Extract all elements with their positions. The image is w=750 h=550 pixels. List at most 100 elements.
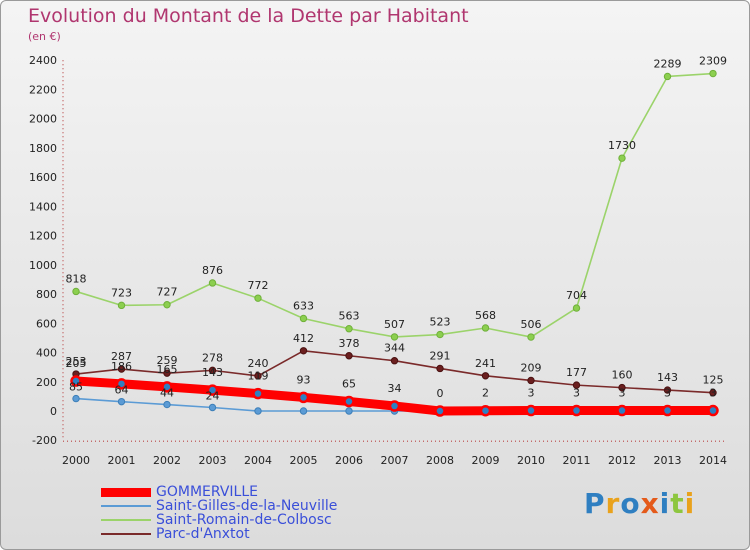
data-point-saint-romain-de-colbosc <box>254 294 262 302</box>
data-point-saint-romain-de-colbosc <box>527 333 535 341</box>
y-tick-label: 2400 <box>29 54 57 67</box>
data-label-gommerville: 119 <box>248 370 269 383</box>
data-point-saint-gilles-de-la-neuville <box>72 394 80 403</box>
y-tick-label: 1800 <box>29 142 57 155</box>
data-label-parc-d-anxtot: 209 <box>521 361 542 374</box>
data-point-gommerville <box>161 381 173 393</box>
y-tick-label: 1600 <box>29 171 57 184</box>
data-label-gommerville: 205 <box>66 357 87 370</box>
logo-letter: r <box>605 487 621 520</box>
data-point-gommerville <box>525 404 537 417</box>
x-tick-label: 2006 <box>335 454 363 467</box>
data-point-parc-d-anxtot <box>208 366 217 375</box>
data-label-parc-d-anxtot: 241 <box>475 357 496 370</box>
legend: GOMMERVILLE Saint-Gilles-de-la-Neuville … <box>101 485 337 541</box>
data-point-saint-romain-de-colbosc <box>208 279 217 287</box>
data-label-saint-gilles-de-la-neuville: 85 <box>69 381 83 394</box>
data-point-gommerville <box>252 387 264 400</box>
x-tick-label: 2013 <box>654 454 682 467</box>
data-label-saint-romain-de-colbosc: 704 <box>566 289 587 302</box>
x-tick-label: 2001 <box>108 454 136 467</box>
legend-item-saint-gilles: Saint-Gilles-de-la-Neuville <box>101 499 337 513</box>
y-tick-label: 0 <box>50 405 57 418</box>
data-point-saint-romain-de-colbosc <box>299 314 308 323</box>
proxiti-logo: Proxiti <box>584 487 695 520</box>
data-point-saint-romain-de-colbosc <box>72 287 80 296</box>
data-label-saint-romain-de-colbosc: 818 <box>66 272 87 285</box>
y-tick-label: 200 <box>36 376 57 389</box>
legend-label-saint-romain: Saint-Romain-de-Colbosc <box>156 512 332 528</box>
data-point-gommerville <box>616 404 628 417</box>
data-point-saint-romain-de-colbosc <box>117 301 126 310</box>
legend-swatch-saint-gilles <box>101 505 151 507</box>
data-label-gommerville: 93 <box>297 373 311 386</box>
data-label-parc-d-anxtot: 291 <box>430 349 451 362</box>
data-label-saint-romain-de-colbosc: 723 <box>111 286 132 299</box>
data-label-parc-d-anxtot: 287 <box>111 350 132 363</box>
data-point-saint-romain-de-colbosc <box>436 330 444 339</box>
data-label-saint-romain-de-colbosc: 1730 <box>608 139 636 152</box>
x-tick-label: 2014 <box>699 454 727 467</box>
y-tick-label: 400 <box>36 347 57 360</box>
data-label-gommerville: 143 <box>202 366 223 379</box>
data-label-parc-d-anxtot: 412 <box>293 332 314 345</box>
y-tick-label: -200 <box>32 434 57 447</box>
chart-subtitle: (en €) <box>28 30 61 43</box>
data-label-parc-d-anxtot: 259 <box>157 354 178 367</box>
data-point-parc-d-anxtot <box>436 364 444 373</box>
y-tick-label: 1400 <box>29 200 57 213</box>
legend-item-saint-romain: Saint-Romain-de-Colbosc <box>101 513 337 527</box>
legend-label-saint-gilles: Saint-Gilles-de-la-Neuville <box>156 498 338 514</box>
data-label-saint-romain-de-colbosc: 633 <box>293 299 314 312</box>
x-tick-label: 2002 <box>153 454 181 467</box>
data-point-parc-d-anxtot <box>572 381 581 389</box>
y-tick-label: 1000 <box>29 259 57 272</box>
data-label-gommerville: 3 <box>664 387 671 400</box>
data-point-saint-romain-de-colbosc <box>663 72 672 81</box>
data-label-saint-gilles-de-la-neuville: 24 <box>206 389 220 402</box>
data-label-saint-gilles-de-la-neuville: 64 <box>115 384 129 397</box>
data-point-saint-gilles-de-la-neuville <box>254 407 262 415</box>
data-point-parc-d-anxtot <box>709 389 717 397</box>
data-label-saint-romain-de-colbosc: 563 <box>339 310 360 323</box>
data-label-saint-romain-de-colbosc: 523 <box>430 316 451 329</box>
data-point-gommerville <box>343 395 355 408</box>
data-point-saint-romain-de-colbosc <box>345 325 353 333</box>
data-point-gommerville <box>661 404 674 417</box>
x-tick-label: 2000 <box>62 454 90 467</box>
x-tick-label: 2003 <box>199 454 227 467</box>
x-tick-label: 2005 <box>290 454 318 467</box>
y-tick-label: 600 <box>36 317 57 330</box>
data-point-parc-d-anxtot <box>618 383 626 392</box>
data-label-saint-gilles-de-la-neuville: 44 <box>160 387 174 400</box>
data-point-parc-d-anxtot <box>345 352 353 360</box>
data-label-parc-d-anxtot: 160 <box>612 369 633 382</box>
data-label-gommerville: 3 <box>619 387 626 400</box>
x-tick-label: 2004 <box>244 454 272 467</box>
y-tick-label: 1200 <box>29 230 57 243</box>
data-label-parc-d-anxtot: 278 <box>202 351 223 364</box>
data-point-gommerville <box>70 375 82 387</box>
x-tick-label: 2007 <box>381 454 409 467</box>
data-point-parc-d-anxtot <box>117 365 126 373</box>
data-label-saint-romain-de-colbosc: 876 <box>202 264 223 277</box>
data-point-parc-d-anxtot <box>299 347 308 355</box>
data-label-saint-romain-de-colbosc: 2309 <box>699 55 727 68</box>
data-label-gommerville: 186 <box>111 360 132 373</box>
data-label-gommerville: 65 <box>342 378 356 391</box>
x-tick-label: 2009 <box>472 454 500 467</box>
data-label-saint-romain-de-colbosc: 506 <box>521 318 542 331</box>
data-label-parc-d-anxtot: 240 <box>248 357 269 370</box>
data-point-parc-d-anxtot <box>163 369 171 377</box>
legend-swatch-saint-romain <box>101 519 151 521</box>
data-label-saint-romain-de-colbosc: 2289 <box>654 57 682 70</box>
data-label-gommerville: 34 <box>388 382 402 395</box>
data-point-saint-romain-de-colbosc <box>481 324 490 332</box>
data-point-saint-romain-de-colbosc <box>709 69 717 78</box>
data-point-parc-d-anxtot <box>527 376 535 385</box>
data-label-parc-d-anxtot: 378 <box>339 337 360 350</box>
logo-letter: i <box>684 487 696 520</box>
data-label-parc-d-anxtot: 253 <box>66 355 87 368</box>
data-point-saint-romain-de-colbosc <box>163 301 171 309</box>
